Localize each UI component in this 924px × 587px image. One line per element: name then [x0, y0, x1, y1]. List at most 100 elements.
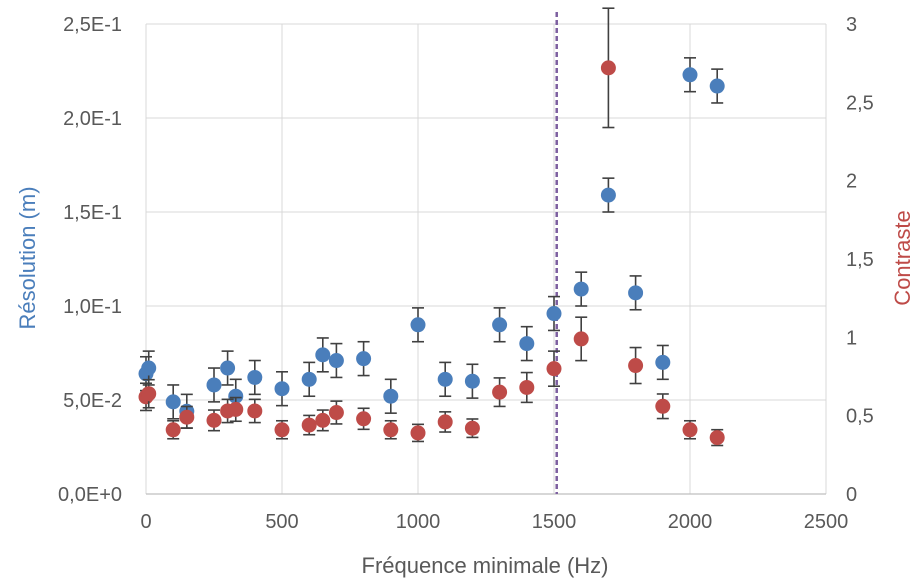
resolution-point: [315, 337, 331, 373]
data-marker: [519, 336, 535, 352]
resolution-point: [682, 57, 698, 93]
x-tick-label: 1500: [532, 511, 577, 533]
resolution-point: [628, 275, 644, 311]
resolution-series: [138, 57, 725, 430]
resolution-point: [464, 363, 480, 399]
data-marker: [274, 422, 290, 438]
contraste-point: [410, 423, 426, 443]
y-tick-label: 0,0E+0: [58, 484, 122, 506]
data-marker: [328, 353, 344, 369]
x-tick-label: 0: [140, 511, 151, 533]
data-marker: [220, 360, 236, 376]
y2-tick-label: 0: [846, 484, 857, 506]
data-marker: [519, 379, 535, 395]
gridlines: [146, 23, 827, 494]
resolution-point: [356, 340, 372, 377]
data-marker: [165, 394, 181, 410]
data-marker: [464, 373, 480, 389]
data-marker: [655, 354, 671, 370]
y2-axis-title: Contraste: [890, 210, 915, 305]
contraste-point: [519, 371, 535, 404]
contraste-point: [141, 378, 157, 409]
y-axis-title: Résolution (m): [15, 186, 40, 329]
contraste-point: [315, 409, 331, 432]
contraste-point: [600, 7, 616, 129]
data-marker: [600, 187, 616, 203]
resolution-point: [519, 325, 535, 362]
data-marker: [274, 381, 290, 397]
contraste-point: [464, 418, 480, 439]
data-marker: [141, 386, 157, 402]
contraste-point: [301, 414, 317, 436]
y-tick-label: 1,0E-1: [63, 296, 122, 318]
resolution-point: [410, 307, 426, 343]
x-tick-label: 1000: [396, 511, 441, 533]
data-marker: [492, 317, 508, 333]
data-marker: [141, 360, 157, 376]
data-marker: [628, 358, 644, 374]
resolution-point: [655, 344, 671, 381]
data-marker: [165, 422, 181, 438]
y2-tick-label: 3: [846, 14, 857, 36]
resolution-point: [600, 177, 616, 213]
data-marker: [383, 388, 399, 404]
data-marker: [247, 403, 263, 419]
contraste-point: [179, 405, 195, 429]
data-marker: [410, 317, 426, 333]
contraste-point: [573, 316, 589, 362]
resolution-point: [165, 384, 181, 420]
resolution-point: [247, 359, 263, 396]
x-axis-title: Fréquence minimale (Hz): [362, 553, 609, 578]
data-marker: [628, 285, 644, 301]
data-marker: [655, 398, 671, 414]
resolution-point: [220, 350, 236, 386]
contraste-point: [206, 409, 222, 432]
contraste-point: [274, 419, 290, 440]
resolution-point: [573, 271, 589, 307]
y-tick-label: 2,5E-1: [63, 14, 122, 36]
contraste-point: [383, 419, 399, 440]
data-marker: [546, 306, 562, 322]
contraste-point: [356, 407, 372, 431]
contraste-point: [655, 393, 671, 420]
x-tick-label: 500: [265, 511, 298, 533]
data-marker: [383, 422, 399, 438]
data-marker: [437, 414, 453, 430]
y2-tick-label: 2,5: [846, 92, 874, 114]
data-marker: [709, 78, 725, 94]
data-marker: [546, 361, 562, 377]
x-tick-label: 2500: [804, 511, 849, 533]
data-marker: [492, 384, 508, 400]
data-marker: [206, 377, 222, 393]
tick-labels: 0,0E+0 5,0E-2 1,0E-1 1,5E-1 2,0E-1 2,5E-1 0 500…: [58, 14, 874, 533]
data-marker: [315, 347, 331, 363]
contraste-point: [492, 377, 508, 408]
contraste-point: [247, 398, 263, 424]
contraste-point: [709, 428, 725, 447]
data-marker: [356, 351, 372, 367]
contraste-point: [546, 350, 562, 388]
data-marker: [573, 281, 589, 297]
resolution-point: [206, 367, 222, 403]
resolution-point: [328, 342, 344, 379]
data-marker: [301, 417, 317, 433]
axes: [145, 24, 826, 495]
data-marker: [228, 401, 244, 417]
data-marker: [179, 409, 195, 425]
data-marker: [437, 371, 453, 387]
data-marker: [573, 331, 589, 347]
contraste-point: [165, 419, 181, 440]
y2-tick-label: 1,5: [846, 249, 874, 271]
data-marker: [682, 67, 698, 83]
resolution-point: [437, 361, 453, 398]
resolution-point: [546, 295, 562, 332]
y-tick-label: 5,0E-2: [63, 390, 122, 412]
y2-tick-label: 2: [846, 171, 857, 193]
x-tick-label: 2000: [668, 511, 713, 533]
data-marker: [410, 425, 426, 441]
y-tick-label: 2,0E-1: [63, 108, 122, 130]
resolution-point: [383, 378, 399, 414]
contraste-series: [138, 7, 725, 447]
data-marker: [315, 412, 331, 428]
